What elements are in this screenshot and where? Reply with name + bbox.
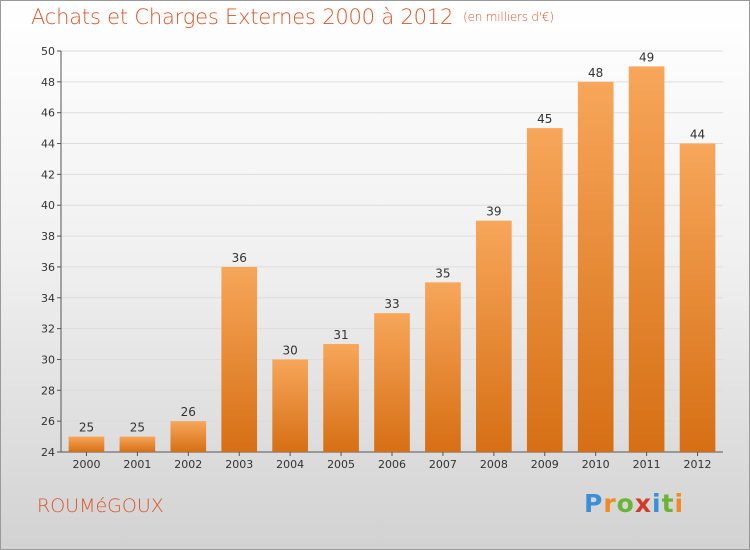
y-tick-label: 30 xyxy=(41,353,55,366)
data-label: 36 xyxy=(232,251,247,265)
labels: 25 2000 25 2001 26 2002 36 2003 30 2004 31 2005 33 20… xyxy=(72,50,711,471)
chart-title-text: Achats et Charges Externes 2000 à 2012 xyxy=(31,5,454,29)
y-tick-label: 46 xyxy=(41,107,55,120)
y-tick-label: 38 xyxy=(41,230,55,243)
y-tick-label: 40 xyxy=(41,199,55,212)
y-tick-label: 48 xyxy=(41,76,55,89)
bar xyxy=(221,266,258,452)
x-tick-label: 2011 xyxy=(633,458,661,471)
bar xyxy=(577,81,614,452)
y-tick-label: 36 xyxy=(41,261,55,274)
bar xyxy=(68,436,105,452)
y-tick-label: 44 xyxy=(41,138,55,151)
data-label: 31 xyxy=(333,328,348,342)
bar xyxy=(272,359,308,452)
data-label: 49 xyxy=(639,50,654,64)
y-tick-label: 24 xyxy=(41,446,55,459)
y-tick-label: 42 xyxy=(41,168,55,181)
x-tick-label: 2000 xyxy=(72,458,100,471)
bar xyxy=(170,421,207,452)
proxiti-logo: Proxiti xyxy=(584,489,685,518)
x-tick-label: 2005 xyxy=(327,458,355,471)
bar xyxy=(374,313,410,452)
x-tick-label: 2010 xyxy=(582,458,610,471)
x-tick-label: 2003 xyxy=(225,458,253,471)
x-tick-label: 2004 xyxy=(276,458,304,471)
y-tick-label: 32 xyxy=(41,323,55,336)
x-tick-label: 2002 xyxy=(174,458,202,471)
y-tick-label: 34 xyxy=(41,292,55,305)
y-tick-label: 50 xyxy=(41,45,55,58)
data-label: 45 xyxy=(537,112,552,126)
place-name: ROUMéGOUX xyxy=(37,495,164,517)
data-label: 48 xyxy=(588,66,603,80)
data-label: 25 xyxy=(130,421,145,435)
y-tick-label: 28 xyxy=(41,384,55,397)
x-tick-label: 2009 xyxy=(531,458,559,471)
bar xyxy=(476,220,512,452)
data-label: 33 xyxy=(384,297,399,311)
bar xyxy=(119,436,156,452)
data-label: 44 xyxy=(690,128,705,142)
data-label: 30 xyxy=(283,343,298,357)
bar xyxy=(679,143,716,453)
chart-subtitle: (en milliers d'€) xyxy=(463,10,554,24)
x-tick-label: 2007 xyxy=(429,458,457,471)
x-tick-label: 2001 xyxy=(123,458,151,471)
bar xyxy=(425,282,461,452)
x-tick-label: 2006 xyxy=(378,458,406,471)
bar xyxy=(628,66,665,452)
x-tick-label: 2008 xyxy=(480,458,508,471)
data-label: 25 xyxy=(79,421,94,435)
chart-title: Achats et Charges Externes 2000 à 2012 (e… xyxy=(31,5,554,29)
data-label: 39 xyxy=(486,205,501,219)
x-tick-label: 2012 xyxy=(684,458,712,471)
bar xyxy=(323,344,359,452)
data-label: 26 xyxy=(181,405,196,419)
bar-chart: 24 26 28 30 32 34 36 38 40 42 44 46 48 50 25 2000 25 200… xyxy=(41,45,723,471)
bar xyxy=(526,128,563,452)
y-tick-label: 26 xyxy=(41,415,55,428)
bars xyxy=(68,66,716,453)
data-label: 35 xyxy=(435,266,450,280)
